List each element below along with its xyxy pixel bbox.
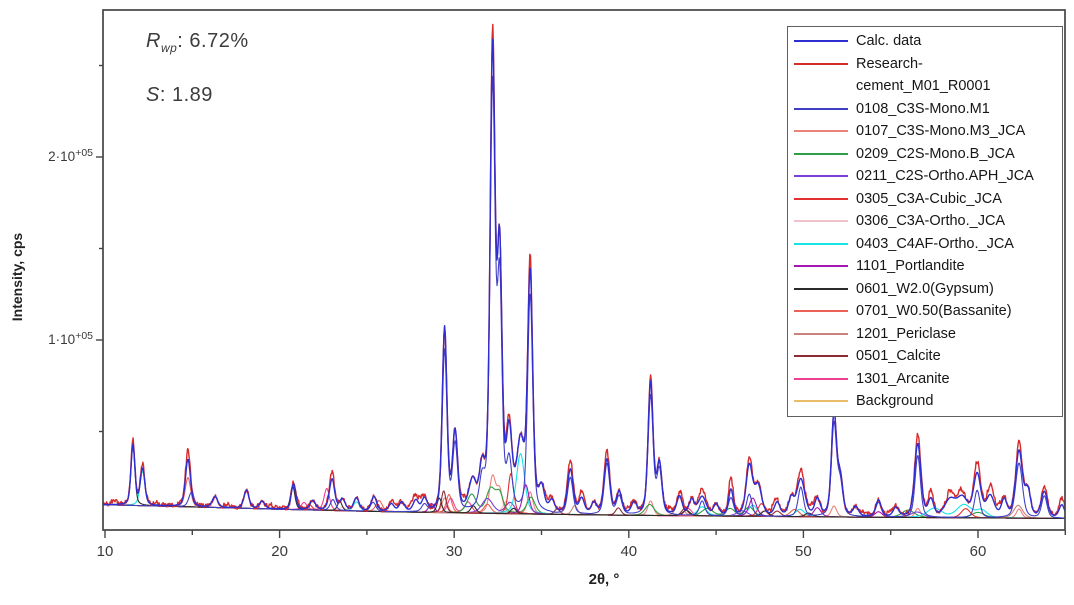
legend-box: Calc. data Research-cement_M01_R0001 0108_… — [787, 26, 1063, 417]
legend-item-0601-w2-0-gypsum-: 0601_W2.0(Gypsum) — [792, 278, 1056, 301]
gof-value: : 1.89 — [159, 84, 213, 106]
legend-color-line — [794, 175, 848, 177]
legend-color-line — [794, 377, 848, 380]
legend-item-0209-c2s-mono-b-jca: 0209_C2S-Mono.B_JCA — [792, 143, 1056, 166]
legend-label: 0107_C3S-Mono.M3_JCA — [856, 123, 1026, 139]
legend-item-1301-arcanite: 1301_Arcanite — [792, 368, 1056, 391]
x-tick-label: 40 — [620, 543, 637, 560]
legend-label: 1101_Portlandite — [856, 258, 965, 274]
gof-symbol: S — [146, 84, 160, 106]
rwp-symbol: R — [146, 30, 161, 52]
legend-item-0701-w0-50-bassanite-: 0701_W0.50(Bassanite) — [792, 300, 1056, 323]
legend-color-line — [794, 220, 848, 222]
rwp-value: : 6.72% — [177, 30, 249, 52]
legend-color-line — [794, 152, 848, 155]
legend-color-line — [794, 107, 848, 110]
legend-item-0211-c2s-ortho-aph-jca: 0211_C2S-Ortho.APH_JCA — [792, 165, 1056, 188]
rwp-subscript: wp — [160, 41, 178, 55]
legend-label: Research-cement_M01_R0001 — [856, 55, 991, 95]
legend-color-line — [794, 332, 848, 335]
legend-item-0403-c4af-ortho-jca: 0403_C4AF-Ortho._JCA — [792, 233, 1056, 256]
legend-item-background: Background — [792, 390, 1056, 413]
legend-item-research-cement-m01-r0001: Research-cement_M01_R0001 — [792, 53, 1056, 98]
legend-label: 0701_W0.50(Bassanite) — [856, 303, 1012, 319]
rwp-annotation: Rwp: 6.72% — [146, 30, 249, 55]
legend-label: 0209_C2S-Mono.B_JCA — [856, 145, 1015, 162]
legend-color-line — [794, 355, 848, 357]
legend-color-line — [794, 62, 848, 65]
legend-item-0501-calcite: 0501_Calcite — [792, 345, 1056, 368]
y-tick-label: 2·10+05 — [48, 147, 93, 164]
legend-label: 0306_C3A-Ortho._JCA — [856, 213, 1006, 229]
legend-item-1201-periclase: 1201_Periclase — [792, 323, 1056, 346]
series-curve-calc-data — [103, 38, 1065, 517]
legend-item-calc-data: Calc. data — [792, 30, 1056, 53]
legend-label: Calc. data — [856, 33, 922, 49]
y-tick-label: 1·10+05 — [48, 330, 93, 347]
legend-color-line — [794, 310, 848, 312]
x-tick-label: 60 — [970, 543, 987, 560]
legend-label: 0403_C4AF-Ortho._JCA — [856, 235, 1014, 252]
legend-item-0107-c3s-mono-m3-jca: 0107_C3S-Mono.M3_JCA — [792, 120, 1056, 143]
legend-label: 0501_Calcite — [856, 348, 941, 364]
legend-label: 1301_Arcanite — [856, 370, 950, 387]
legend-item-0305-c3a-cubic-jca: 0305_C3A-Cubic_JCA — [792, 188, 1056, 211]
legend-label: 1201_Periclase — [856, 325, 956, 342]
legend-label: 0211_C2S-Ortho.APH_JCA — [856, 168, 1034, 184]
x-tick-label: 50 — [795, 543, 812, 560]
legend-label: 0305_C3A-Cubic_JCA — [856, 190, 1002, 207]
legend-color-line — [794, 265, 848, 267]
y-axis-title: Intensity, cps — [9, 232, 25, 322]
legend-label: Background — [856, 393, 934, 409]
legend-color-line — [794, 40, 848, 42]
gof-annotation: S: 1.89 — [146, 84, 213, 107]
legend-color-line — [794, 287, 848, 290]
x-tick-label: 20 — [271, 543, 288, 560]
x-axis-title: 2θ, ° — [588, 571, 620, 588]
legend-color-line — [794, 400, 848, 402]
legend-label: 0601_W2.0(Gypsum) — [856, 280, 994, 297]
legend-color-line — [794, 242, 848, 245]
legend-label: 0108_C3S-Mono.M1 — [856, 100, 990, 117]
legend-color-line — [794, 197, 848, 200]
x-tick-label: 30 — [446, 543, 463, 560]
legend-color-line — [794, 130, 848, 132]
legend-item-1101-portlandite: 1101_Portlandite — [792, 255, 1056, 278]
legend-item-0108-c3s-mono-m1: 0108_C3S-Mono.M1 — [792, 98, 1056, 121]
legend-item-0306-c3a-ortho-jca: 0306_C3A-Ortho._JCA — [792, 210, 1056, 233]
x-tick-label: 10 — [97, 543, 114, 560]
